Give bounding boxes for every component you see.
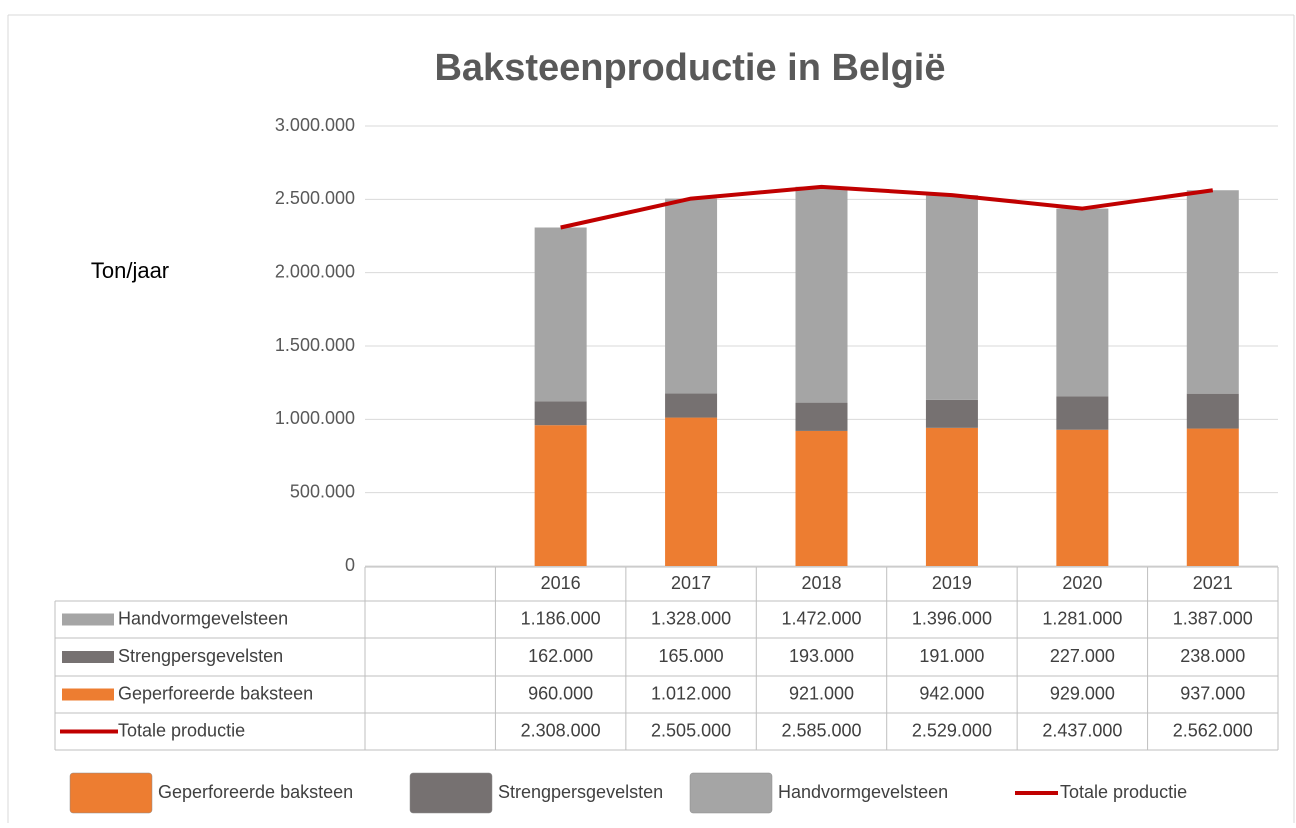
legend-key xyxy=(62,614,114,626)
bar-segment xyxy=(665,393,717,417)
legend-label: Strengpersgevelsten xyxy=(498,782,663,802)
table-cell: 227.000 xyxy=(1050,646,1115,666)
bar-segment xyxy=(796,403,848,431)
table-row-label: Strengpersgevelsten xyxy=(118,646,283,666)
table-cell: 162.000 xyxy=(528,646,593,666)
page: {"chart_data": { "type": "bar", "stacked… xyxy=(0,0,1296,823)
table-cell: 2.437.000 xyxy=(1042,720,1122,740)
bar-segment xyxy=(926,428,978,566)
chart-title: Baksteenproductie in België xyxy=(434,47,945,89)
bar-segment xyxy=(796,431,848,566)
x-tick-label: 2019 xyxy=(932,573,972,593)
table-cell: 193.000 xyxy=(789,646,854,666)
bar-segment xyxy=(535,227,587,401)
table-cell: 1.328.000 xyxy=(651,608,731,628)
table-cell: 191.000 xyxy=(919,646,984,666)
table-row-label: Totale productie xyxy=(118,720,245,740)
y-tick-label: 0 xyxy=(345,555,355,575)
bar-segment xyxy=(1187,394,1239,429)
table-cell: 1.387.000 xyxy=(1173,608,1253,628)
table-row-label: Handvormgevelsteen xyxy=(118,608,288,628)
x-tick-label: 2018 xyxy=(801,573,841,593)
table-cell: 1.472.000 xyxy=(781,608,861,628)
bar-segment xyxy=(1187,429,1239,566)
table-cell: 2.562.000 xyxy=(1173,720,1253,740)
table-cell: 2.308.000 xyxy=(521,720,601,740)
bar-segment xyxy=(1056,396,1108,429)
legend-label: Handvormgevelsteen xyxy=(778,782,948,802)
x-tick-label: 2016 xyxy=(541,573,581,593)
table-cell: 1.186.000 xyxy=(521,608,601,628)
y-tick-label: 1.500.000 xyxy=(275,335,355,355)
table-cell: 960.000 xyxy=(528,683,593,703)
table-cell: 937.000 xyxy=(1180,683,1245,703)
x-tick-label: 2017 xyxy=(671,573,711,593)
y-tick-label: 500.000 xyxy=(290,481,355,501)
legend-label: Geperforeerde baksteen xyxy=(158,782,353,802)
table-cell: 165.000 xyxy=(659,646,724,666)
legend-key xyxy=(690,773,772,813)
table-cell: 2.529.000 xyxy=(912,720,992,740)
y-axis-label: Ton/jaar xyxy=(91,258,169,283)
bar-segment xyxy=(535,401,587,425)
y-tick-label: 3.000.000 xyxy=(275,115,355,135)
bar-segment xyxy=(1056,209,1108,397)
bar-segment xyxy=(535,425,587,566)
legend-key xyxy=(410,773,492,813)
bar-segment xyxy=(926,400,978,428)
table-cell: 1.012.000 xyxy=(651,683,731,703)
legend-key xyxy=(62,651,114,663)
bar-segment xyxy=(665,418,717,566)
x-tick-label: 2020 xyxy=(1062,573,1102,593)
bar-segment xyxy=(1187,190,1239,393)
bar-segment xyxy=(665,199,717,394)
legend-key xyxy=(62,689,114,701)
legend-label: Totale productie xyxy=(1060,782,1187,802)
table-cell: 238.000 xyxy=(1180,646,1245,666)
x-tick-label: 2021 xyxy=(1193,573,1233,593)
table-cell: 929.000 xyxy=(1050,683,1115,703)
chart: Baksteenproductie in België Ton/jaar 0 50… xyxy=(0,0,1296,823)
table-cell: 2.585.000 xyxy=(781,720,861,740)
table-cell: 1.281.000 xyxy=(1042,608,1122,628)
legend-key xyxy=(70,773,152,813)
table-row-label: Geperforeerde baksteen xyxy=(118,683,313,703)
table-cell: 942.000 xyxy=(919,683,984,703)
table-cell: 921.000 xyxy=(789,683,854,703)
y-tick-label: 2.000.000 xyxy=(275,261,355,281)
y-tick-label: 1.000.000 xyxy=(275,408,355,428)
bar-segment xyxy=(796,187,848,403)
bar-segment xyxy=(926,195,978,400)
bar-segment xyxy=(1056,430,1108,566)
table-cell: 1.396.000 xyxy=(912,608,992,628)
table-cell: 2.505.000 xyxy=(651,720,731,740)
line-series xyxy=(561,187,1213,228)
y-tick-label: 2.500.000 xyxy=(275,188,355,208)
